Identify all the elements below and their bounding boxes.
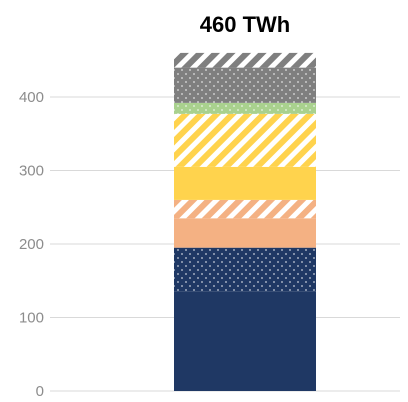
bar-segment-4 [174,199,316,219]
y-tick-label-200: 200 [19,236,44,253]
y-tick-label-100: 100 [19,310,44,327]
bar-segment-1 [174,291,316,391]
bar-segment-9 [174,52,316,68]
bar-segment-6 [174,113,316,167]
bar-segment-8 [174,67,316,103]
y-tick-label-0: 0 [36,383,44,400]
bar-total-label: 460 TWh [200,12,290,37]
bar-segment-2 [174,247,316,292]
bar-segment-3 [174,218,316,248]
bar-segment-5 [174,166,316,200]
y-tick-label-300: 300 [19,163,44,180]
y-tick-label-400: 400 [19,89,44,106]
stacked-bar [174,52,316,391]
y-axis-tick-labels: 0 100 200 300 400 [19,89,44,400]
bar-segment-7 [174,102,316,114]
